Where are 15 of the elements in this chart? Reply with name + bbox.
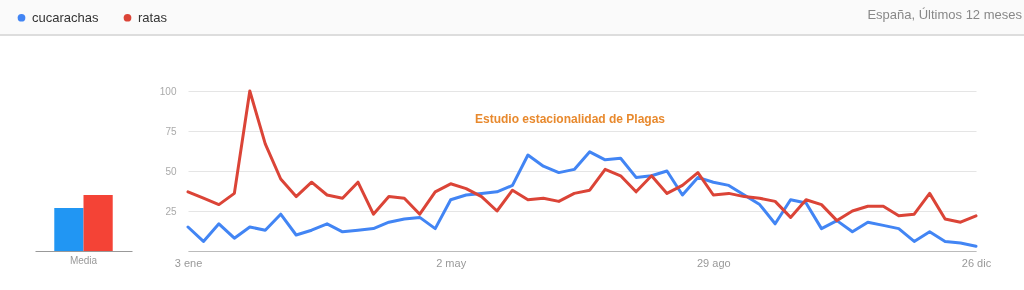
y-tick-label: 25 bbox=[165, 205, 177, 217]
y-tick-label: 50 bbox=[165, 165, 177, 177]
line-series bbox=[186, 89, 978, 224]
legend-label: cucarachas bbox=[32, 9, 99, 25]
legend-label: ratas bbox=[138, 9, 168, 25]
y-tick-label: 75 bbox=[165, 125, 177, 137]
line-series bbox=[186, 150, 978, 248]
x-tick-label: 2 may bbox=[436, 256, 467, 269]
x-tick-label: 26 dic bbox=[961, 256, 992, 269]
y-tick-label: 100 bbox=[159, 85, 177, 97]
x-tick-label: 29 ago bbox=[697, 256, 731, 269]
x-tick-label: Media bbox=[69, 254, 98, 266]
x-tick-label: 3 ene bbox=[174, 256, 203, 269]
annotation: Estudio estacionalidad de Plagas bbox=[474, 112, 666, 126]
text: España, Últimos 12 meses bbox=[867, 7, 1023, 22]
